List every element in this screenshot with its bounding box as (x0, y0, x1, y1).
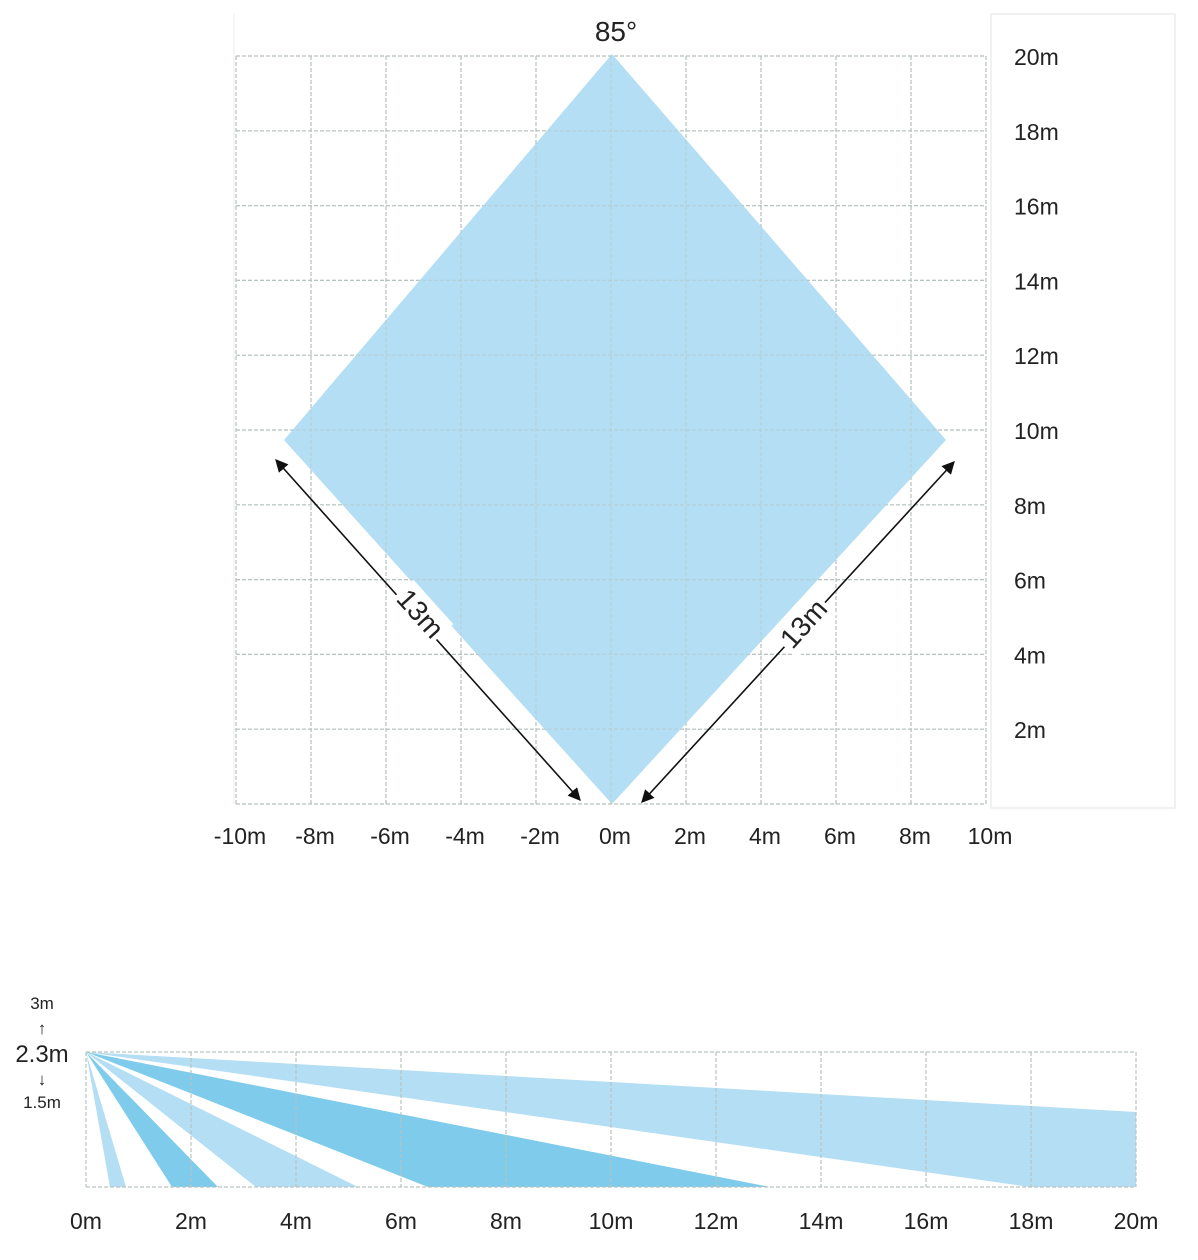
y-tick-label: 8m (1014, 493, 1046, 519)
x-tick-label: 0m (599, 823, 631, 849)
max-height-label: 3m (30, 994, 54, 1013)
y-tick-label: 4m (1014, 642, 1046, 668)
x-tick-label: 6m (824, 823, 856, 849)
detection-beam (86, 1052, 770, 1187)
top-x-axis: -10m -8m -6m -4m -2m 0m 2m 4m 6m 8m 10m (214, 823, 1013, 849)
x-tick-label: 20m (1114, 1208, 1159, 1234)
side-grid (85, 1051, 1137, 1188)
y-tick-label: 20m (1014, 44, 1059, 70)
x-tick-label: 8m (490, 1208, 522, 1234)
down-arrow-icon: ↓ (38, 1070, 47, 1089)
x-tick-label: -2m (520, 823, 560, 849)
x-tick-label: 14m (799, 1208, 844, 1234)
x-tick-label: 10m (589, 1208, 634, 1234)
y-tick-label: 10m (1014, 418, 1059, 444)
x-tick-label: 4m (280, 1208, 312, 1234)
x-tick-label: 12m (694, 1208, 739, 1234)
left-label-bg (386, 579, 454, 649)
detection-zone (284, 54, 946, 804)
x-tick-label: 6m (385, 1208, 417, 1234)
y-tick-label: 2m (1014, 717, 1046, 743)
x-tick-label: 8m (899, 823, 931, 849)
x-tick-label: -8m (295, 823, 335, 849)
x-tick-label: 10m (968, 823, 1013, 849)
x-tick-label: 0m (70, 1208, 102, 1234)
angle-label: 85° (595, 16, 637, 47)
y-axis-panel (990, 13, 1176, 809)
y-tick-label: 16m (1014, 194, 1059, 220)
x-tick-label: 18m (1009, 1208, 1054, 1234)
detection-beam (86, 1052, 126, 1187)
x-tick-label: -6m (370, 823, 410, 849)
x-tick-label: 16m (904, 1208, 949, 1234)
mount-height-label: 2.3m (15, 1041, 68, 1068)
top-y-axis: 2m 4m 6m 8m 10m 12m 14m 16m 18m 20m (1014, 44, 1059, 743)
side-x-axis: 0m 2m 4m 6m 8m 10m 12m 14m 16m 18m 20m (70, 1208, 1158, 1234)
detection-beam (86, 1052, 218, 1187)
side-view: 3m ↑ 2.3m ↓ 1.5m 0m 2m 4m 6m 8m 10m 12m 14m 16m 1… (15, 994, 1158, 1234)
x-tick-label: 4m (749, 823, 781, 849)
top-view: 85° 13m 13m -10m -8m -6m -4m -2m 0m 2m 4m 6m 8m 10… (214, 13, 1176, 849)
y-tick-label: 14m (1014, 268, 1059, 294)
x-tick-label: 2m (175, 1208, 207, 1234)
x-tick-label: 2m (674, 823, 706, 849)
y-tick-label: 18m (1014, 119, 1059, 145)
x-tick-label: -10m (214, 823, 266, 849)
min-height-label: 1.5m (23, 1093, 61, 1112)
right-label-bg (770, 589, 838, 659)
up-arrow-icon: ↑ (38, 1019, 47, 1038)
y-tick-label: 12m (1014, 343, 1059, 369)
x-tick-label: -4m (445, 823, 485, 849)
detection-beam (86, 1052, 358, 1187)
y-tick-label: 6m (1014, 568, 1046, 594)
